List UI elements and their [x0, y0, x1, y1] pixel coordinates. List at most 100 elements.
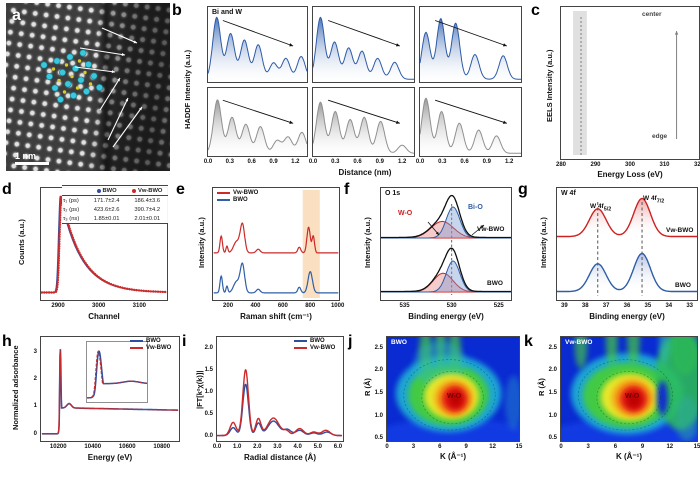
table-cell: τ₁ (ps): [63, 197, 79, 204]
table-cell: 186.4±3.6: [134, 197, 161, 204]
panel-a-label: a: [12, 7, 21, 24]
tick-label: 3: [33, 348, 37, 355]
f-curve-bottom-label: BWO: [487, 280, 503, 287]
tick-label: 800: [305, 303, 316, 309]
tick-label: 0.0: [415, 159, 425, 165]
tick-label: 1.2: [291, 159, 300, 165]
xanes-inset: [86, 341, 148, 403]
w4f-corner-label: W 4f: [561, 190, 576, 197]
tick-label: 2.0: [253, 444, 262, 450]
panel-i-label: i: [182, 333, 187, 350]
bwo-marker-icon: [96, 188, 101, 193]
tick-label: 1.0: [548, 412, 557, 419]
tick-label: 0.0: [212, 444, 222, 450]
panel-j-label: j: [348, 333, 353, 350]
b-xticks-3: 0.0 0.3 0.6 0.9 1.2: [416, 159, 522, 167]
tick-label: 3100: [132, 303, 147, 309]
wavelet-vwbwo-chart: [560, 336, 698, 442]
k-hotspot-label: W-O: [625, 393, 640, 400]
tick-label: 2: [33, 376, 37, 383]
tick-label: 3.0: [273, 444, 282, 450]
panel-b-ylabel: HADDF Intensity (a.u.): [183, 49, 192, 129]
panel-f-label: f: [344, 181, 350, 198]
j-yticks: 0.5 1.0 1.5 2.0 2.5: [370, 337, 384, 441]
panel-g-xlabel: Binding energy (eV): [589, 312, 665, 321]
exafs-legend: BWO Vw-BWO: [294, 338, 335, 351]
legend-label: BWO: [310, 338, 325, 344]
tick-label: 10800: [153, 444, 171, 450]
vwbwo-line-icon: [294, 347, 307, 349]
w4f-xps-chart: [556, 187, 698, 301]
j-hotspot-label: W-O: [447, 393, 462, 400]
center-annotation: center: [642, 11, 662, 18]
i-yticks: 0.0 0.5 1.0 1.5 2.0: [200, 337, 214, 441]
tick-label: 37: [602, 303, 610, 309]
tick-label: 10400: [84, 444, 102, 450]
tick-label: 400: [250, 303, 261, 309]
legend-label: BWO: [233, 197, 248, 203]
tick-label: 0.6: [247, 159, 256, 165]
legend-label: BWO: [146, 338, 161, 344]
panel-g-label: g: [518, 181, 528, 198]
table-cell: τ₃ (ns): [63, 215, 80, 222]
tick-label: 9: [640, 444, 645, 450]
panel-e-xlabel: Raman shift (cm⁻¹): [240, 312, 312, 321]
panel-k-xlabel: K (Å⁻¹): [616, 452, 642, 461]
table-cell: 1.85±0.01: [93, 215, 120, 222]
j-xticks: 0 3 6 9 12 15: [385, 444, 522, 452]
tick-label: 200: [223, 303, 234, 309]
tick-label: 2.5: [374, 344, 383, 351]
panel-k-label: k: [524, 333, 533, 350]
table-cell: 390.7±4.2: [134, 206, 161, 213]
h-xticks: 10200 10400 10600 10800: [41, 444, 179, 452]
tick-label: 10200: [49, 444, 67, 450]
panel-d-ylabel: Counts (a.u.): [17, 219, 26, 266]
panel-g-ylabel: Intensity (a.u.): [539, 217, 548, 268]
tick-label: 0.9: [375, 159, 384, 165]
vwbwo-line-icon: [217, 192, 230, 194]
bwo-legend-label: BWO: [102, 187, 117, 194]
tick-label: 0.0: [203, 159, 213, 165]
tick-label: 1.0: [232, 444, 242, 450]
legend-label: Vw-BWO: [146, 345, 172, 351]
tick-label: 0.0: [204, 432, 213, 439]
tick-label: 0.3: [225, 159, 234, 165]
tick-label: 2.0: [374, 367, 383, 374]
tick-label: 0.5: [548, 435, 557, 442]
tick-label: 12: [489, 444, 496, 450]
tick-label: 15: [515, 444, 523, 450]
tick-label: 2900: [51, 303, 65, 309]
table-cell: 171.7±2.4: [93, 197, 120, 204]
tick-label: 290: [590, 162, 601, 168]
table-cell: 2.01±0.01: [134, 215, 161, 222]
panel-h-label: h: [2, 333, 12, 350]
f-xticks: 535 530 525: [381, 303, 511, 311]
tick-label: 280: [555, 162, 566, 168]
haadf-profile-bottom-1: [207, 87, 308, 157]
panel-d-label: d: [2, 181, 12, 198]
raman-chart: [212, 187, 340, 301]
tick-label: 1.0: [374, 412, 383, 419]
tick-label: 1.0: [204, 388, 213, 395]
k-yticks: 0.5 1.0 1.5 2.0 2.5: [544, 337, 558, 441]
h-yticks: 0 1 2 3: [24, 337, 38, 441]
tick-label: 600: [277, 303, 288, 309]
panel-e-label: e: [176, 181, 185, 198]
tick-label: 0.6: [353, 159, 362, 165]
e-xticks: 200 400 600 800 1000: [213, 303, 344, 311]
lifetime-table: BWO Vw-BWO τ₁ (ps) 171.7±2.4 186.4±3.6 τ₂ (…: [62, 185, 168, 224]
tick-label: 0.6: [460, 159, 469, 165]
tick-label: 1.5: [204, 366, 213, 373]
i-xticks: 0.0 1.0 2.0 3.0 4.0 5.0 6.0: [213, 444, 343, 452]
panel-c-label: c: [531, 2, 540, 19]
scale-bar: 1 nm: [15, 151, 49, 165]
legend-label: Vw-BWO: [310, 345, 336, 351]
panel-c-xlabel: Energy Loss (eV): [597, 170, 663, 179]
raman-legend: Vw-BWO BWO: [217, 190, 258, 203]
tick-label: 5.0: [313, 444, 322, 450]
w-o-peak-label: W-O: [398, 210, 413, 217]
tick-label: 1.2: [397, 159, 407, 165]
panel-c-ylabel: EELS Intensity (a.u.): [545, 49, 554, 122]
tick-label: 0: [385, 444, 389, 450]
tick-label: 1: [33, 403, 37, 410]
